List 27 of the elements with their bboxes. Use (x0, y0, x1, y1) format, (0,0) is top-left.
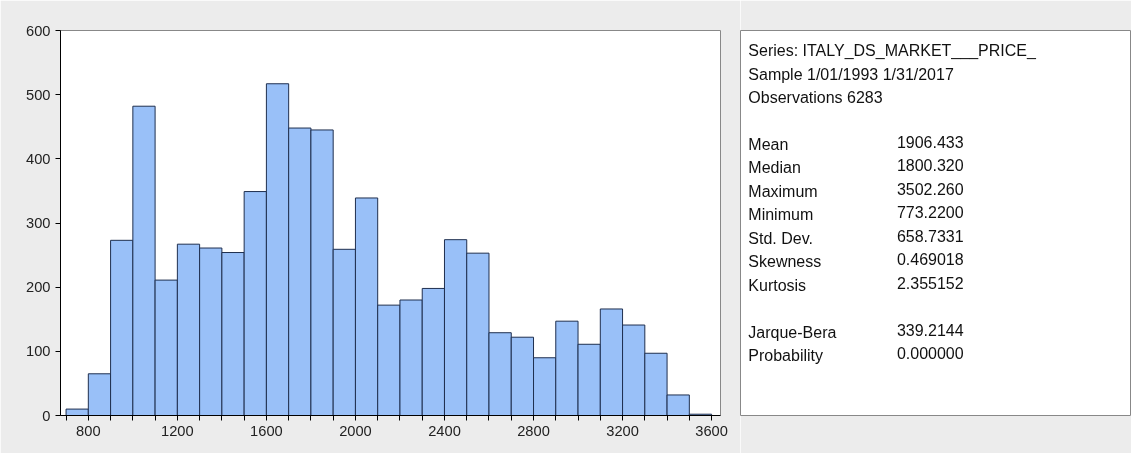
x-tick-label: 3600 (695, 422, 728, 439)
x-tick-label: 2000 (339, 422, 372, 439)
text: Probability 0.000000 (748, 345, 964, 365)
x-tick-label: 1600 (250, 422, 283, 439)
y-tick-label: 0 (42, 407, 51, 424)
text: Observations 6283 (748, 89, 883, 107)
y-tick-label: 400 (26, 150, 51, 167)
text: Std. Dev. 658.7331 (748, 227, 964, 247)
text: Skewness 0.469018 (748, 251, 964, 271)
text: Jarque-Bera 339.2144 (748, 321, 964, 341)
y-tick-label: 300 (26, 215, 51, 231)
y-tick-label: 200 (26, 279, 51, 296)
y-tick-label: 500 (26, 86, 51, 103)
text: Sample 1/01/1993 1/31/2017 (748, 65, 954, 83)
text: Kurtosis 2.355152 (748, 274, 964, 294)
text: Maximum 3502.260 (748, 180, 964, 200)
x-tick-label: 2400 (428, 422, 461, 439)
text: Median 1800.320 (748, 157, 964, 177)
y-tick-label: 600 (26, 22, 51, 39)
y-tick-label: 100 (26, 343, 51, 360)
text: Series: ITALY_DS_MARKET___PRICE_ (748, 42, 1037, 61)
x-tick-label: 3200 (606, 422, 639, 439)
x-tick-label: 1200 (161, 422, 194, 439)
text: Mean 1906.433 (748, 133, 964, 153)
x-tick-label: 2800 (517, 422, 550, 439)
text: Minimum 773.2200 (748, 204, 964, 224)
x-tick-label: 800 (76, 422, 101, 439)
